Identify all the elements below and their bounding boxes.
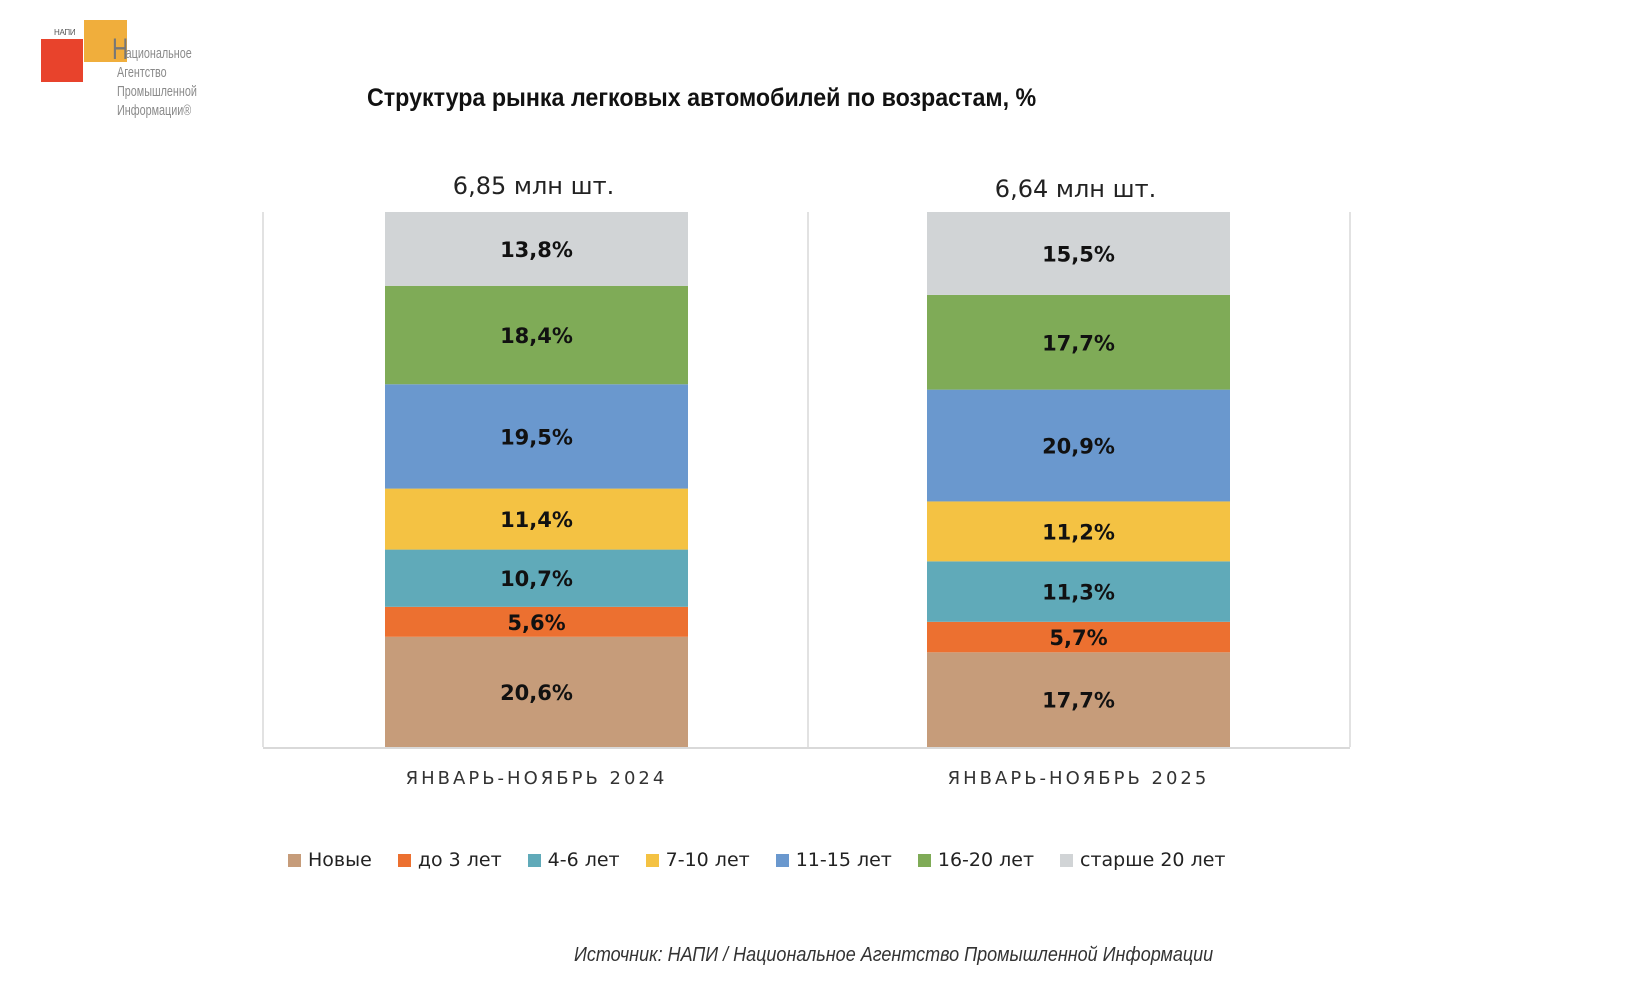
legend-item: 7-10 лет xyxy=(645,849,750,871)
logo-text: ациональное Агентство Промышленной Инфор… xyxy=(117,44,197,120)
total-label: 6,85 млн шт. xyxy=(453,172,614,200)
bar-segment xyxy=(385,285,688,385)
legend: Новые до 3 лет 4-6 лет 7-10 лет 11-15 лет 16-… xyxy=(288,847,1318,873)
logo-line: Информации® xyxy=(117,102,192,119)
bar-segment xyxy=(385,212,688,286)
total-label: 6,64 млн шт. xyxy=(995,175,1156,203)
legend-item: 11-15 лет xyxy=(775,849,892,871)
bar-segment xyxy=(927,212,1230,295)
logo-red-square xyxy=(41,39,83,82)
bar-segment xyxy=(385,636,688,747)
logo-line: Промышленной xyxy=(117,83,197,100)
data-label: 20,6% xyxy=(500,681,573,705)
source-note: Источник: НАПИ / Национальное Агентство … xyxy=(574,944,1214,966)
legend-swatch xyxy=(917,853,931,867)
bar-segment xyxy=(927,621,1230,653)
bar-segment xyxy=(927,652,1230,747)
data-label: 18,4% xyxy=(500,324,573,348)
labels-layer: 20,6% 5,6% 10,7% 11,4% 19,5% 18,4% 13,8% 6,85 м… xyxy=(406,172,1210,789)
data-label: 20,9% xyxy=(1042,435,1115,459)
bar-segment xyxy=(927,501,1230,562)
data-label: 17,7% xyxy=(1042,689,1115,713)
legend-swatch xyxy=(645,853,659,867)
logo-orange-square xyxy=(84,20,127,62)
legend-item: до 3 лет xyxy=(397,849,502,871)
legend-item: Новые xyxy=(288,849,372,871)
legend-item: 16-20 лет xyxy=(917,849,1035,871)
legend-label: Новые xyxy=(308,849,372,871)
legend-item: старше 20 лет xyxy=(1060,849,1225,871)
data-label: 5,6% xyxy=(507,611,565,635)
bar-segment xyxy=(385,606,688,637)
legend-label: до 3 лет xyxy=(417,849,502,871)
legend-label: 4-6 лет xyxy=(547,849,620,871)
legend-item: 4-6 лет xyxy=(527,849,620,871)
bar-segment xyxy=(385,488,688,550)
data-label: 15,5% xyxy=(1042,242,1115,266)
data-label: 13,8% xyxy=(500,238,573,262)
legend-label: старше 20 лет xyxy=(1080,849,1226,871)
data-label: 10,7% xyxy=(500,567,573,591)
logo-line: ациональное xyxy=(125,45,192,62)
bars-layer xyxy=(385,212,1230,747)
bar-segment xyxy=(385,384,688,489)
x-tick-label: ЯНВАРЬ-НОЯБРЬ 2024 xyxy=(406,768,668,789)
legend-label: 16-20 лет xyxy=(937,849,1035,871)
bar-segment xyxy=(927,294,1230,390)
plot-area xyxy=(262,212,1351,749)
logo-line: Агентство xyxy=(117,64,167,81)
bar-segment xyxy=(927,561,1230,622)
legend-swatch xyxy=(288,853,301,867)
logo-abbreviation: НАПИ xyxy=(54,28,76,37)
logo-initial-letter: Н xyxy=(112,33,129,66)
bar-segment xyxy=(385,549,688,607)
legend-label: 7-10 лет xyxy=(665,849,750,871)
data-label: 17,7% xyxy=(1042,331,1115,355)
data-label: 19,5% xyxy=(500,425,573,449)
x-tick-label: ЯНВАРЬ-НОЯБРЬ 2025 xyxy=(948,768,1210,789)
legend-label: 11-15 лет xyxy=(795,849,892,871)
data-label: 11,2% xyxy=(1042,520,1115,544)
bar-segment xyxy=(927,389,1230,502)
data-label: 5,7% xyxy=(1049,626,1107,650)
legend-swatch xyxy=(1060,853,1074,867)
data-label: 11,4% xyxy=(500,508,573,532)
legend-swatch xyxy=(397,853,411,867)
data-label: 11,3% xyxy=(1042,581,1115,605)
legend-swatch xyxy=(775,853,789,867)
napi-logo: НАПИ Н ациональное Агентство Промышленно… xyxy=(0,0,240,130)
chart-title: Структура рынка легковых автомобилей по … xyxy=(367,84,1037,112)
legend-swatch xyxy=(527,853,541,867)
